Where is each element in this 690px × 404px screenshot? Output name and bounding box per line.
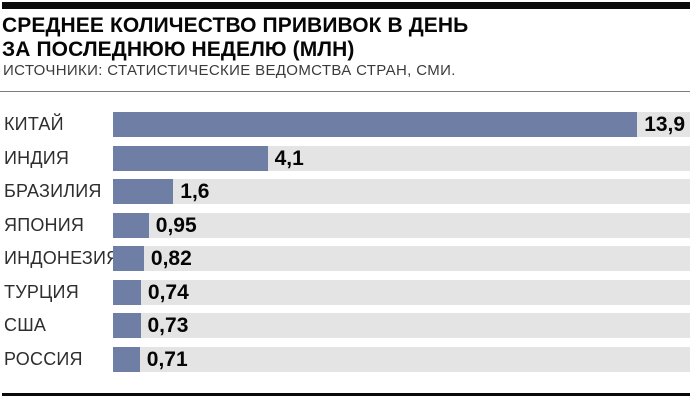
bar — [113, 145, 268, 171]
value-label: 0,95 — [155, 213, 197, 237]
bar-row: РОССИЯ 0,71 — [0, 346, 690, 372]
bar-track: 0,74 — [113, 279, 690, 305]
value-label: 0,82 — [150, 247, 192, 270]
value-label: 4,1 — [274, 146, 304, 170]
bar-row: КИТАЙ 13,9 — [0, 112, 690, 137]
country-label: РОССИЯ — [4, 348, 83, 369]
value-label: 0,74 — [147, 280, 189, 304]
bottom-border — [2, 393, 690, 396]
bar-row: БРАЗИЛИЯ 1,6 — [0, 179, 690, 204]
bar-track: 4,1 — [113, 145, 690, 171]
bar-chart: КИТАЙ 13,9 ИНДИЯ 4,1 БРАЗИЛИЯ 1,6 ЯПОНИЯ 0,95 ИН… — [0, 112, 690, 380]
country-label: ИНДОНЕЗИЯ — [4, 248, 113, 268]
country-label: КИТАЙ — [4, 114, 64, 134]
value-label: 0,71 — [146, 347, 188, 371]
chart-source: ИСТОЧНИКИ: СТАТИСТИЧЕСКИЕ ВЕДОМСТВА СТРА… — [3, 62, 456, 79]
country-label: ИНДИЯ — [4, 147, 70, 168]
bar-track: 0,82 — [113, 246, 690, 271]
value-label: 0,73 — [147, 314, 189, 337]
bar-row: ИНДОНЕЗИЯ 0,82 — [0, 246, 690, 271]
bar — [113, 212, 149, 238]
bar — [113, 313, 141, 338]
value-label: 13,9 — [644, 113, 686, 136]
bar-track: 0,71 — [113, 346, 690, 372]
bar — [113, 346, 140, 372]
chart-title: СРЕДНЕЕ КОЛИЧЕСТВО ПРИВИВОК В ДЕНЬ ЗА ПО… — [2, 14, 468, 62]
bar-track: 1,6 — [113, 179, 690, 204]
bar — [113, 179, 174, 204]
country-label: ЯПОНИЯ — [4, 214, 85, 235]
bar-row: США 0,73 — [0, 313, 690, 338]
chart-title-line2: ЗА ПОСЛЕДНЮЮ НЕДЕЛЮ (МЛН) — [2, 38, 355, 61]
bar-row: ЯПОНИЯ 0,95 — [0, 212, 690, 238]
bar-row: ИНДИЯ 4,1 — [0, 145, 690, 171]
country-label: ТУРЦИЯ — [4, 281, 79, 302]
bar — [113, 246, 144, 271]
value-label: 1,6 — [180, 180, 210, 203]
header-divider — [0, 91, 690, 92]
bar — [113, 279, 141, 305]
bar-row: ТУРЦИЯ 0,74 — [0, 279, 690, 305]
bar-track: 0,95 — [113, 212, 690, 238]
bar-track: 13,9 — [113, 112, 690, 137]
country-label: БРАЗИЛИЯ — [4, 181, 102, 201]
top-border — [2, 2, 690, 9]
country-label: США — [4, 315, 47, 335]
chart-title-line1: СРЕДНЕЕ КОЛИЧЕСТВО ПРИВИВОК В ДЕНЬ — [2, 14, 469, 37]
bar — [113, 112, 638, 137]
bar-track: 0,73 — [113, 313, 690, 338]
